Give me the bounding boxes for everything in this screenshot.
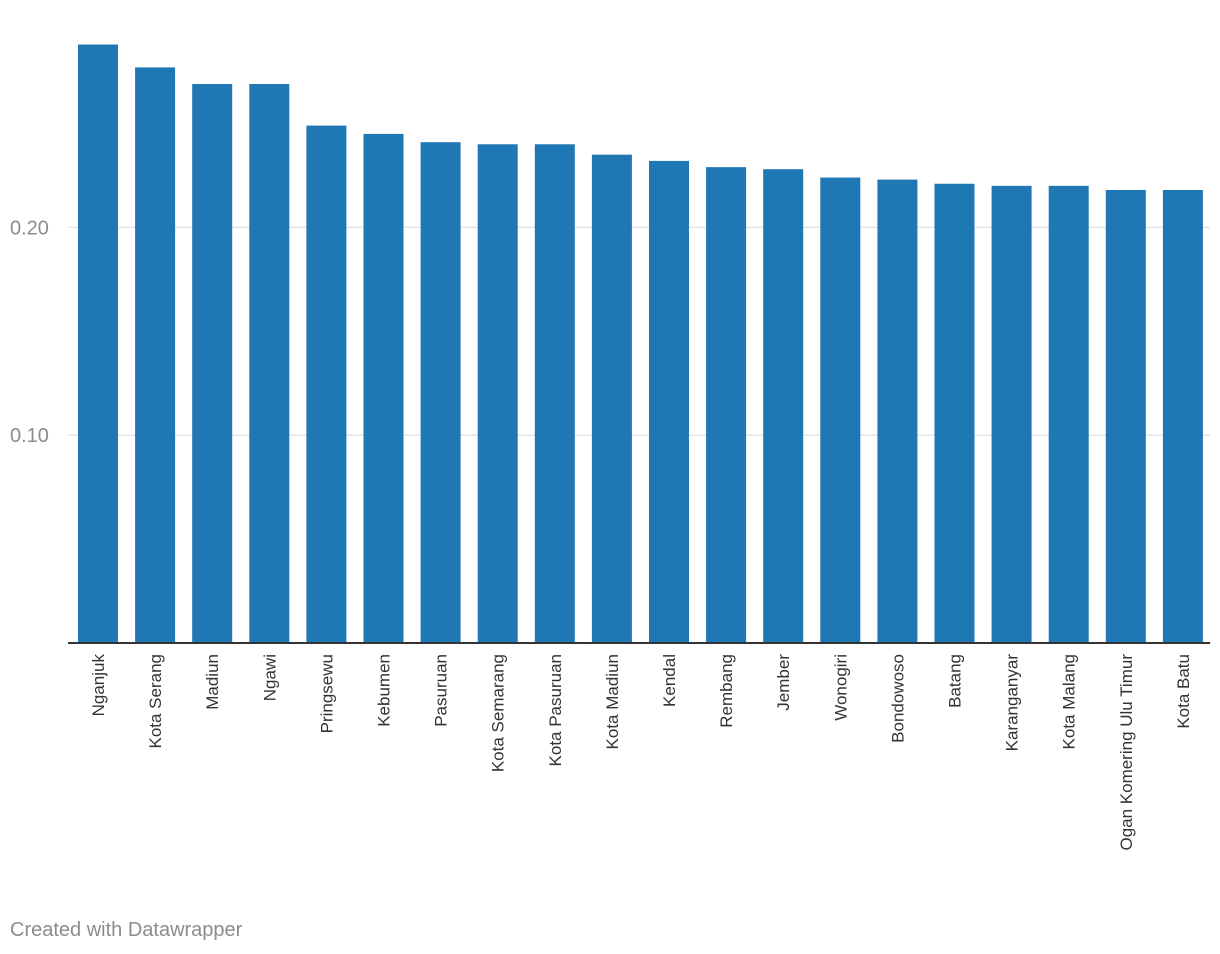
bar — [820, 177, 861, 643]
x-category-label: Kota Serang — [146, 654, 165, 749]
x-category-label: Bondowoso — [888, 654, 907, 743]
bar — [249, 84, 290, 643]
x-category-label: Kota Madiun — [603, 654, 622, 749]
y-axis-tick-labels: 0.10 0.20 — [10, 217, 49, 447]
bar — [1105, 189, 1146, 643]
x-category-label: Kebumen — [375, 654, 394, 727]
bar — [534, 144, 575, 643]
x-category-label: Kota Pasuruan — [546, 654, 565, 766]
x-category-label: Kota Semarang — [489, 654, 508, 772]
bar — [877, 179, 918, 643]
x-category-label: Jember — [774, 654, 793, 711]
bar — [477, 144, 518, 643]
x-category-label: Wonogiri — [831, 654, 850, 721]
x-category-label: Madiun — [203, 654, 222, 710]
bars — [78, 44, 1203, 644]
x-category-label: Karanganyar — [1003, 654, 1022, 752]
x-category-label: Nganjuk — [89, 654, 108, 717]
bar — [306, 125, 347, 643]
x-category-label: Batang — [946, 654, 965, 708]
x-category-label: Rembang — [717, 654, 736, 728]
bar — [135, 67, 176, 644]
x-category-label: Kendal — [660, 654, 679, 707]
bar — [78, 44, 118, 643]
footer-credit: Created with Datawrapper — [10, 919, 243, 941]
bar — [1048, 185, 1089, 643]
bar — [363, 133, 404, 643]
x-category-label: Ogan Komering Ulu Timur — [1117, 654, 1136, 851]
x-axis-category-labels: Nganjuk Kota Serang Madiun Ngawi Pringsewu Ke… — [89, 654, 1193, 851]
bar — [649, 160, 689, 644]
x-category-label: Kota Malang — [1060, 654, 1079, 749]
x-category-label: Pringsewu — [317, 654, 336, 733]
bar — [192, 84, 233, 643]
x-category-label: Kota Batu — [1174, 654, 1193, 729]
bar — [991, 185, 1032, 643]
bar — [934, 183, 975, 643]
bar — [706, 167, 747, 643]
x-category-label: Pasuruan — [432, 654, 451, 727]
x-category-label: Ngawi — [260, 654, 279, 701]
bar — [591, 154, 632, 644]
y-tick-label: 0.10 — [10, 425, 49, 447]
bar — [420, 142, 461, 643]
y-tick-label: 0.20 — [10, 217, 49, 239]
bar — [1162, 189, 1203, 643]
bar — [763, 169, 804, 643]
grid-lines — [68, 226, 1210, 436]
